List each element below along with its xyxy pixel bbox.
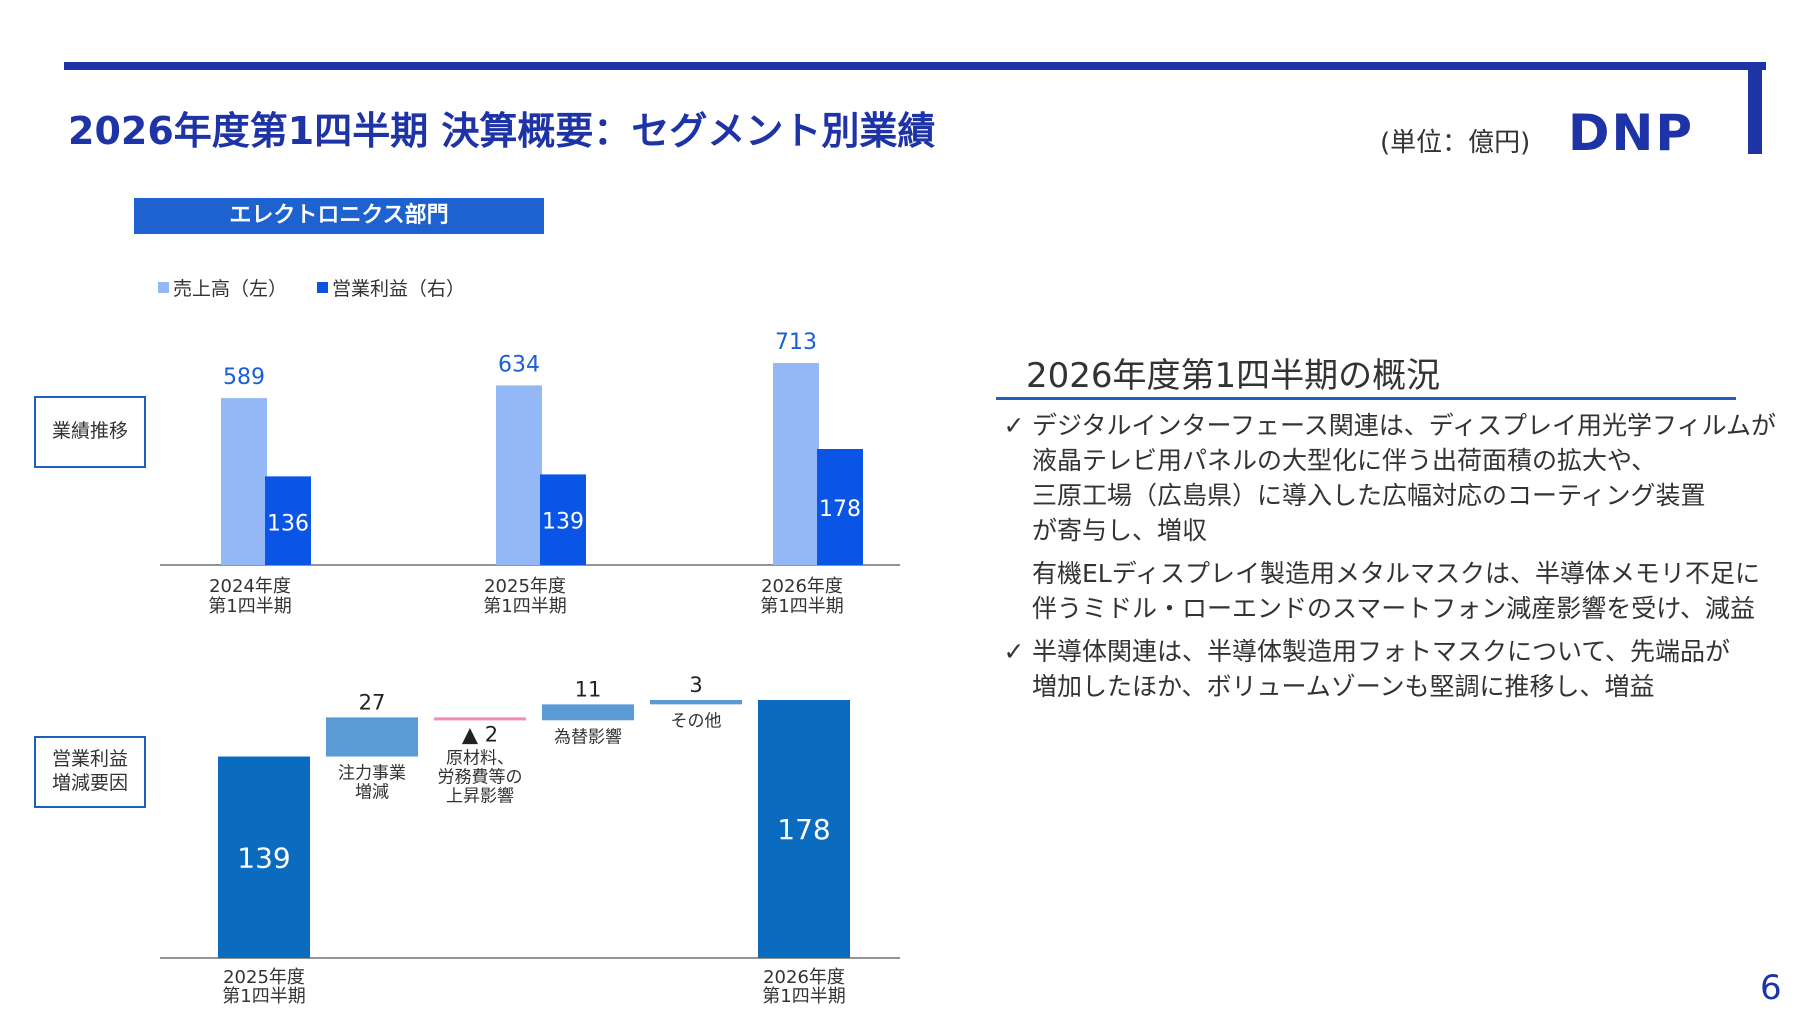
overview-bullets: ✓ デジタルインターフェース関連は、ディスプレイ用光学フィルムが 液晶テレビ用パネル… [996,408,1777,712]
overview-bullet: 有機ELディスプレイ製造用メタルマスクは、半導体メモリ不足に 伴うミドル・ローエン… [996,556,1760,626]
legend-item-profit: 営業利益（右） [317,274,465,301]
page-number: 6 [1760,968,1782,1008]
overview-text-line: 半導体関連は、半導体製造用フォトマスクについて、先端品が [1032,637,1731,666]
bar-profit-value-label: 136 [267,511,309,536]
bar-sales [496,385,542,565]
x-tick-label: 2024年度 [209,576,291,597]
waterfall-category-label: 上昇影響 [446,786,514,806]
x-tick-label: 2025年度 [484,576,566,597]
side-label-performance: 業績推移 [34,396,146,468]
waterfall-delta-bar [326,717,418,757]
overview-text-line: 有機ELディスプレイ製造用メタルマスクは、半導体メモリ不足に [1032,559,1760,588]
waterfall-delta-label: 27 [359,690,386,714]
side-label-profit-factors: 営業利益 増減要因 [34,736,146,808]
waterfall-category-label: その他 [671,711,722,731]
page-title: 2026年度第1四半期 決算概要：セグメント別業績 [68,109,936,153]
overview-title-rule [996,397,1736,400]
x-tick-label: 第1四半期 [760,596,843,617]
waterfall-delta-label: 3 [689,673,702,697]
waterfall-category-label: 原材料、 [446,748,514,768]
waterfall-total-label: 178 [777,813,830,846]
waterfall-category-label: 注力事業 [338,764,406,784]
waterfall-category-label: 2025年度 [223,967,305,988]
overview-text-line: デジタルインターフェース関連は、ディスプレイ用光学フィルムが [1032,411,1777,440]
waterfall-total-bar [758,700,850,958]
waterfall-category-label: 労務費等の [438,767,523,787]
x-tick-label: 第1四半期 [208,596,291,617]
header-top-rule [64,62,1766,70]
bar-sales-value-label: 634 [498,352,540,377]
waterfall-category-label: 為替影響 [554,727,622,747]
bar-sales-value-label: 589 [223,365,265,390]
legend-label-profit: 営業利益（右） [332,278,466,300]
unit-label: (単位：億円) [1380,128,1531,158]
segment-label: エレクトロニクス部門 [134,198,544,234]
header-right-rule [1748,62,1762,154]
waterfall-total-bar [218,756,310,958]
overview-bullet: ✓ デジタルインターフェース関連は、ディスプレイ用光学フィルムが 液晶テレビ用パネル… [996,408,1777,548]
side-label-performance-text: 業績推移 [51,420,128,443]
waterfall-delta-bar [434,717,526,721]
legend-swatch-profit [317,282,329,293]
overview-text-line: 三原工場（広島県）に導入した広幅対応のコーティング装置 [1032,481,1706,510]
overview-bullet-text: 有機ELディスプレイ製造用メタルマスクは、半導体メモリ不足に 伴うミドル・ローエン… [1032,556,1760,626]
waterfall-total-label: 139 [237,841,290,874]
overview-text-line: が寄与し、増収 [1032,516,1208,545]
overview-text-line: 伴うミドル・ローエンドのスマートフォン減産影響を受け、減益 [1032,594,1756,623]
bar-sales-value-label: 713 [775,330,817,355]
overview-bullet: ✓ 半導体関連は、半導体製造用フォトマスクについて、先端品が 増加したほか、ボリュー… [996,634,1736,704]
bar-profit [817,449,863,565]
bar-sales [773,363,819,565]
waterfall-delta-label: ▲ 2 [462,722,498,746]
legend-item-sales: 売上高（左） [158,274,287,301]
overview-bullet-text: デジタルインターフェース関連は、ディスプレイ用光学フィルムが 液晶テレビ用パネルの… [1032,408,1776,548]
x-tick-label: 第1四半期 [483,596,566,617]
waterfall-category-label: 2026年度 [763,967,845,988]
side-label-profit-factors-line1: 営業利益 [51,748,128,771]
bar-profit [265,476,311,565]
overview-title: 2026年度第1四半期の概況 [1026,356,1441,396]
dnp-logo: DNP [1568,104,1694,162]
waterfall-category-label: 第1四半期 [222,986,305,1007]
waterfall-delta-label: 11 [575,677,602,701]
legend-swatch-sales [158,282,169,293]
waterfall-category-label: 増減 [355,783,389,803]
x-tick-label: 2026年度 [761,576,843,597]
waterfall-delta-bar [542,704,634,721]
side-label-profit-factors-line2: 増減要因 [51,772,128,794]
bar-sales [221,398,267,565]
waterfall-delta-bar [650,700,742,705]
overview-bullet-text: 半導体関連は、半導体製造用フォトマスクについて、先端品が 増加したほか、ボリューム… [1032,634,1736,704]
check-icon [996,556,1032,626]
waterfall-category-label: 第1四半期 [762,986,845,1007]
chart-legend: 売上高（左） 営業利益（右） [158,274,465,301]
bar-profit-value-label: 178 [819,497,861,522]
overview-text-line: 増加したほか、ボリュームゾーンも堅調に推移し、増益 [1032,672,1655,701]
check-icon: ✓ [1003,411,1025,440]
bar-profit-value-label: 139 [542,509,584,534]
check-icon: ✓ [1003,637,1025,666]
overview-text-line: 液晶テレビ用パネルの大型化に伴う出荷面積の拡大や、 [1032,446,1657,475]
legend-label-sales: 売上高（左） [173,278,288,300]
bar-profit [540,474,586,565]
